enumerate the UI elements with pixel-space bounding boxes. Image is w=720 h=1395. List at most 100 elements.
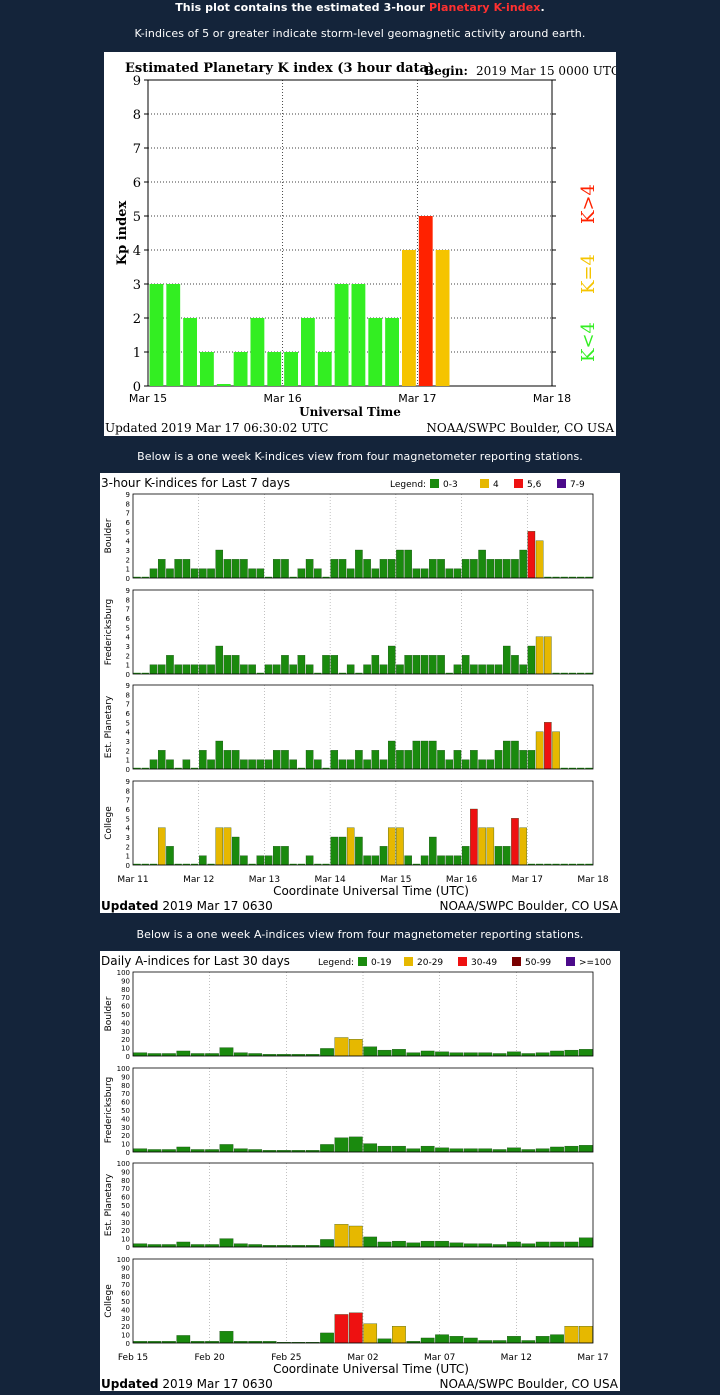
station-bar (272, 664, 281, 675)
station-bar (334, 1224, 349, 1248)
station-bar (435, 1334, 449, 1344)
station-bar (420, 740, 429, 770)
station-bar (387, 559, 396, 579)
station-bar (338, 559, 347, 579)
x-tick-label: Mar 17 (398, 392, 436, 405)
y-tick-label: 2 (126, 652, 130, 660)
station-bar (507, 1147, 521, 1153)
station-bar (199, 568, 207, 579)
station-bar (445, 759, 454, 770)
kp-bar (402, 250, 416, 386)
station-bar (544, 636, 552, 675)
y-tick-label: 5 (126, 719, 130, 727)
station-bar (486, 759, 495, 770)
station-bar (429, 559, 437, 579)
station-bar (176, 1146, 191, 1153)
station-bar (453, 750, 462, 770)
station-bar (133, 1052, 148, 1057)
station-bar (363, 1323, 378, 1344)
station-bar (429, 740, 437, 770)
station-bar (281, 750, 289, 770)
y-tick-label: 5 (133, 210, 141, 225)
y-tick-label: 0 (133, 380, 141, 395)
station-bar (174, 767, 182, 769)
station-bar (157, 750, 166, 770)
station-bar (535, 540, 544, 579)
station-bar (305, 559, 314, 579)
station-bar (215, 827, 224, 866)
y-tick-label: 7 (126, 606, 130, 614)
y-tick-label: 3 (126, 643, 130, 651)
header-period: . (540, 1, 545, 14)
station-bar (478, 549, 486, 579)
station-bar (182, 863, 190, 865)
x-tick-label: Mar 12 (501, 1353, 532, 1363)
station-bar (233, 1243, 248, 1248)
station-bar (314, 759, 322, 770)
station-bar (507, 1336, 521, 1344)
legend-label: Legend: (390, 480, 426, 490)
station-bar (219, 1144, 234, 1153)
station-bar (507, 1241, 521, 1248)
legend-item: 5,6 (527, 480, 542, 490)
legend-item: 4 (493, 480, 499, 490)
station-bar (231, 836, 240, 866)
station-bar (166, 759, 174, 770)
kp-bar (183, 318, 197, 386)
station-bar (494, 846, 503, 866)
station-bar (387, 827, 396, 866)
station-bar (322, 863, 330, 865)
y-tick-label: 5 (126, 528, 130, 536)
station-bar (348, 1136, 363, 1153)
kp-side-label: K<4 (578, 322, 599, 362)
station-bar (355, 750, 363, 770)
chart-title: 3-hour K-indices for Last 7 days (101, 476, 290, 490)
kp-side-label: K>4 (578, 184, 599, 224)
station-bar (585, 767, 593, 769)
y-tick-label: 6 (126, 519, 131, 527)
station-bar (133, 767, 141, 769)
station-bar (272, 750, 281, 770)
y-tick-label: 50 (121, 1107, 130, 1115)
y-tick-label: 3 (133, 278, 141, 293)
station-bar (199, 750, 207, 770)
y-tick-label: 6 (133, 176, 141, 191)
station-bar (264, 855, 273, 866)
y-tick-label: 2 (126, 747, 130, 755)
y-tick-label: 20 (121, 1132, 130, 1140)
kp-bar (368, 318, 383, 386)
y-tick-label: 80 (121, 1177, 130, 1185)
station-bar (248, 568, 256, 579)
station-bar (420, 655, 429, 675)
y-tick-label: 60 (121, 1003, 130, 1011)
station-bar (552, 863, 560, 865)
begin-label: Begin: (424, 64, 468, 78)
planetary-k-index-link[interactable]: Planetary K-index (428, 1, 541, 14)
station-bar (478, 1052, 493, 1057)
station-bar (552, 731, 560, 770)
k-indices-7day-panel: 3-hour K-indices for Last 7 days Legend: 0… (100, 473, 620, 913)
station-bar (379, 664, 388, 675)
y-tick-label: 90 (121, 977, 130, 985)
station-bar (406, 1148, 421, 1153)
station-bar (330, 750, 339, 770)
station-bar (289, 863, 297, 865)
station-bar (377, 1049, 392, 1057)
station-bar (297, 568, 306, 579)
y-tick-label: 100 (117, 1065, 130, 1073)
station-bar (535, 1241, 550, 1248)
station-bar (577, 576, 585, 578)
station-bar (176, 1241, 191, 1248)
station-bar (478, 1243, 493, 1248)
header-text: This plot contains the estimated 3-hour (175, 1, 429, 14)
station-bar (297, 655, 306, 675)
updated-time: 2019 Mar 17 0630 (159, 899, 273, 913)
station-bar (564, 1326, 579, 1344)
station-bar (133, 672, 141, 674)
station-bar (297, 767, 305, 769)
station-bar (420, 855, 429, 866)
station-bar (207, 759, 215, 770)
station-bar (233, 1052, 248, 1057)
station-bar (240, 759, 248, 770)
station-bar (494, 664, 503, 675)
